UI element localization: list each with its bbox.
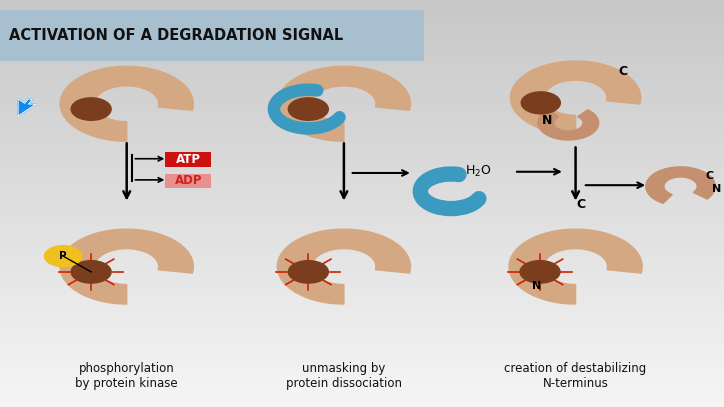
Polygon shape [60, 229, 193, 304]
Text: N: N [712, 184, 721, 194]
Bar [0, 298, 724, 305]
Bar [0, 7, 724, 13]
Circle shape [520, 260, 560, 283]
Polygon shape [277, 66, 411, 141]
Bar [0, 380, 724, 387]
Bar [0, 27, 724, 34]
Text: ACTIVATION OF A DEGRADATION SIGNAL: ACTIVATION OF A DEGRADATION SIGNAL [9, 28, 343, 43]
Bar [0, 285, 724, 292]
Bar [0, 271, 724, 278]
Bar [0, 244, 724, 251]
Bar [0, 312, 724, 319]
Circle shape [288, 98, 328, 120]
Bar [0, 237, 724, 244]
Text: C: C [618, 65, 627, 78]
Text: N: N [532, 281, 542, 291]
FancyBboxPatch shape [165, 152, 211, 167]
Bar [0, 197, 724, 204]
Bar [0, 210, 724, 217]
FancyBboxPatch shape [0, 10, 424, 61]
Bar [0, 88, 724, 95]
Text: creation of destabilizing
N-terminus: creation of destabilizing N-terminus [505, 363, 647, 390]
Polygon shape [18, 99, 36, 116]
Bar [0, 48, 724, 54]
Polygon shape [277, 229, 411, 304]
Bar [0, 115, 724, 122]
Bar [0, 394, 724, 400]
Bar [0, 359, 724, 366]
Bar [0, 400, 724, 407]
Bar [0, 231, 724, 237]
Bar [0, 278, 724, 285]
Text: ATP: ATP [176, 153, 201, 166]
Bar [0, 292, 724, 298]
Bar [0, 81, 724, 88]
Text: N: N [542, 114, 552, 127]
Bar [0, 102, 724, 109]
Bar [0, 41, 724, 48]
Bar [0, 224, 724, 231]
FancyBboxPatch shape [165, 174, 211, 188]
Text: C: C [577, 198, 586, 211]
Bar [0, 149, 724, 156]
Bar [0, 170, 724, 176]
Bar [0, 61, 724, 68]
Text: H$_2$O: H$_2$O [465, 164, 491, 179]
Text: ADP: ADP [174, 174, 202, 187]
Bar [0, 339, 724, 346]
Bar [0, 251, 724, 258]
Bar [0, 326, 724, 333]
Bar [0, 122, 724, 129]
Circle shape [44, 246, 82, 267]
Bar [0, 353, 724, 359]
Bar [0, 54, 724, 61]
Circle shape [71, 260, 111, 283]
Bar [0, 0, 724, 7]
Bar [0, 258, 724, 265]
Bar [0, 204, 724, 210]
Bar [0, 13, 724, 20]
Bar [0, 109, 724, 115]
Bar [0, 34, 724, 41]
Bar [0, 136, 724, 142]
Bar [0, 95, 724, 102]
Circle shape [521, 92, 560, 114]
Bar [0, 346, 724, 353]
Bar [0, 319, 724, 326]
Circle shape [288, 260, 328, 283]
Bar [0, 20, 724, 27]
Bar [0, 333, 724, 339]
Text: phosphorylation
by protein kinase: phosphorylation by protein kinase [75, 363, 178, 390]
Bar [0, 305, 724, 312]
Bar [0, 366, 724, 373]
Polygon shape [646, 167, 715, 204]
Bar [0, 265, 724, 271]
Bar [0, 156, 724, 163]
Bar [0, 176, 724, 183]
Bar [0, 387, 724, 394]
Bar [0, 74, 724, 81]
Bar [0, 190, 724, 197]
Bar [0, 142, 724, 149]
Text: P: P [59, 251, 67, 261]
Text: C: C [705, 171, 714, 181]
Polygon shape [510, 61, 641, 134]
Bar [0, 373, 724, 380]
Polygon shape [509, 229, 642, 304]
Polygon shape [538, 110, 599, 140]
Bar [0, 217, 724, 224]
Polygon shape [60, 66, 193, 141]
Bar [0, 183, 724, 190]
Bar [0, 163, 724, 170]
Bar [0, 68, 724, 74]
Circle shape [71, 98, 111, 120]
Bar [0, 129, 724, 136]
Text: unmasking by
protein dissociation: unmasking by protein dissociation [286, 363, 402, 390]
